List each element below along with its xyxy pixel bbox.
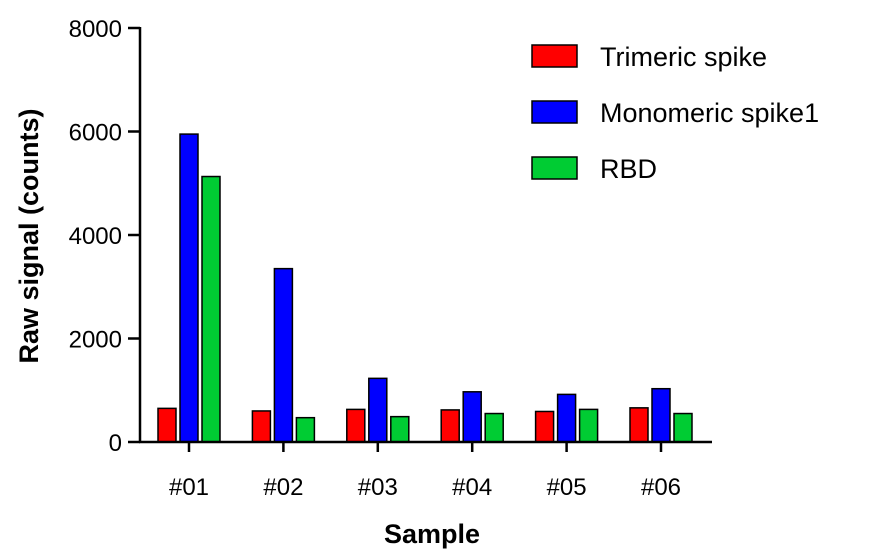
legend-label-2: Monomeric spike1	[600, 98, 819, 128]
bar-02-2	[273, 267, 294, 443]
y-tick-label: 6000	[69, 120, 122, 147]
bar-03-2	[368, 377, 388, 443]
bar-03-3	[390, 415, 410, 443]
bar-04-2	[462, 391, 482, 443]
y-tick-label: 2000	[69, 327, 122, 354]
x-tick-label: #02	[263, 474, 303, 501]
x-tick-label: #03	[358, 474, 398, 501]
bar-02-1	[251, 410, 272, 443]
legend-swatch-1	[531, 44, 578, 68]
legend-swatch-2	[531, 100, 578, 124]
bar-06-2	[651, 387, 671, 443]
x-tick-label: #06	[641, 474, 681, 501]
bar-01-2	[179, 133, 199, 443]
x-tick-label: #05	[547, 474, 587, 501]
bar-04-3	[484, 412, 504, 443]
bar-05-1	[534, 410, 555, 443]
y-axis-title: Raw signal (counts)	[14, 108, 44, 363]
bar-04-1	[440, 409, 460, 443]
legend-label-1: Trimeric spike	[600, 42, 767, 72]
bar-01-3	[201, 175, 221, 443]
y-tick-label: 8000	[69, 16, 122, 43]
x-tick-label: #01	[169, 474, 209, 501]
bar-05-2	[556, 393, 577, 443]
legend-label-3: RBD	[600, 154, 657, 184]
bar-01-1	[157, 407, 177, 443]
bar-06-3	[673, 412, 693, 443]
bar-05-3	[578, 408, 599, 443]
y-tick-label: 4000	[69, 223, 122, 250]
plot-area: #01 #02 #03 #04 #05 #06 0 2000 4000 6000 8000	[69, 16, 712, 501]
legend: Trimeric spike Monomeric spike1 RBD	[531, 42, 819, 184]
x-axis-title: Sample	[384, 519, 480, 549]
y-tick-label: 0	[109, 430, 122, 457]
bar-06-1	[629, 407, 649, 443]
bar-02-3	[295, 416, 316, 443]
bar-03-1	[346, 408, 366, 443]
legend-swatch-3	[531, 156, 578, 180]
x-tick-label: #04	[452, 474, 492, 501]
